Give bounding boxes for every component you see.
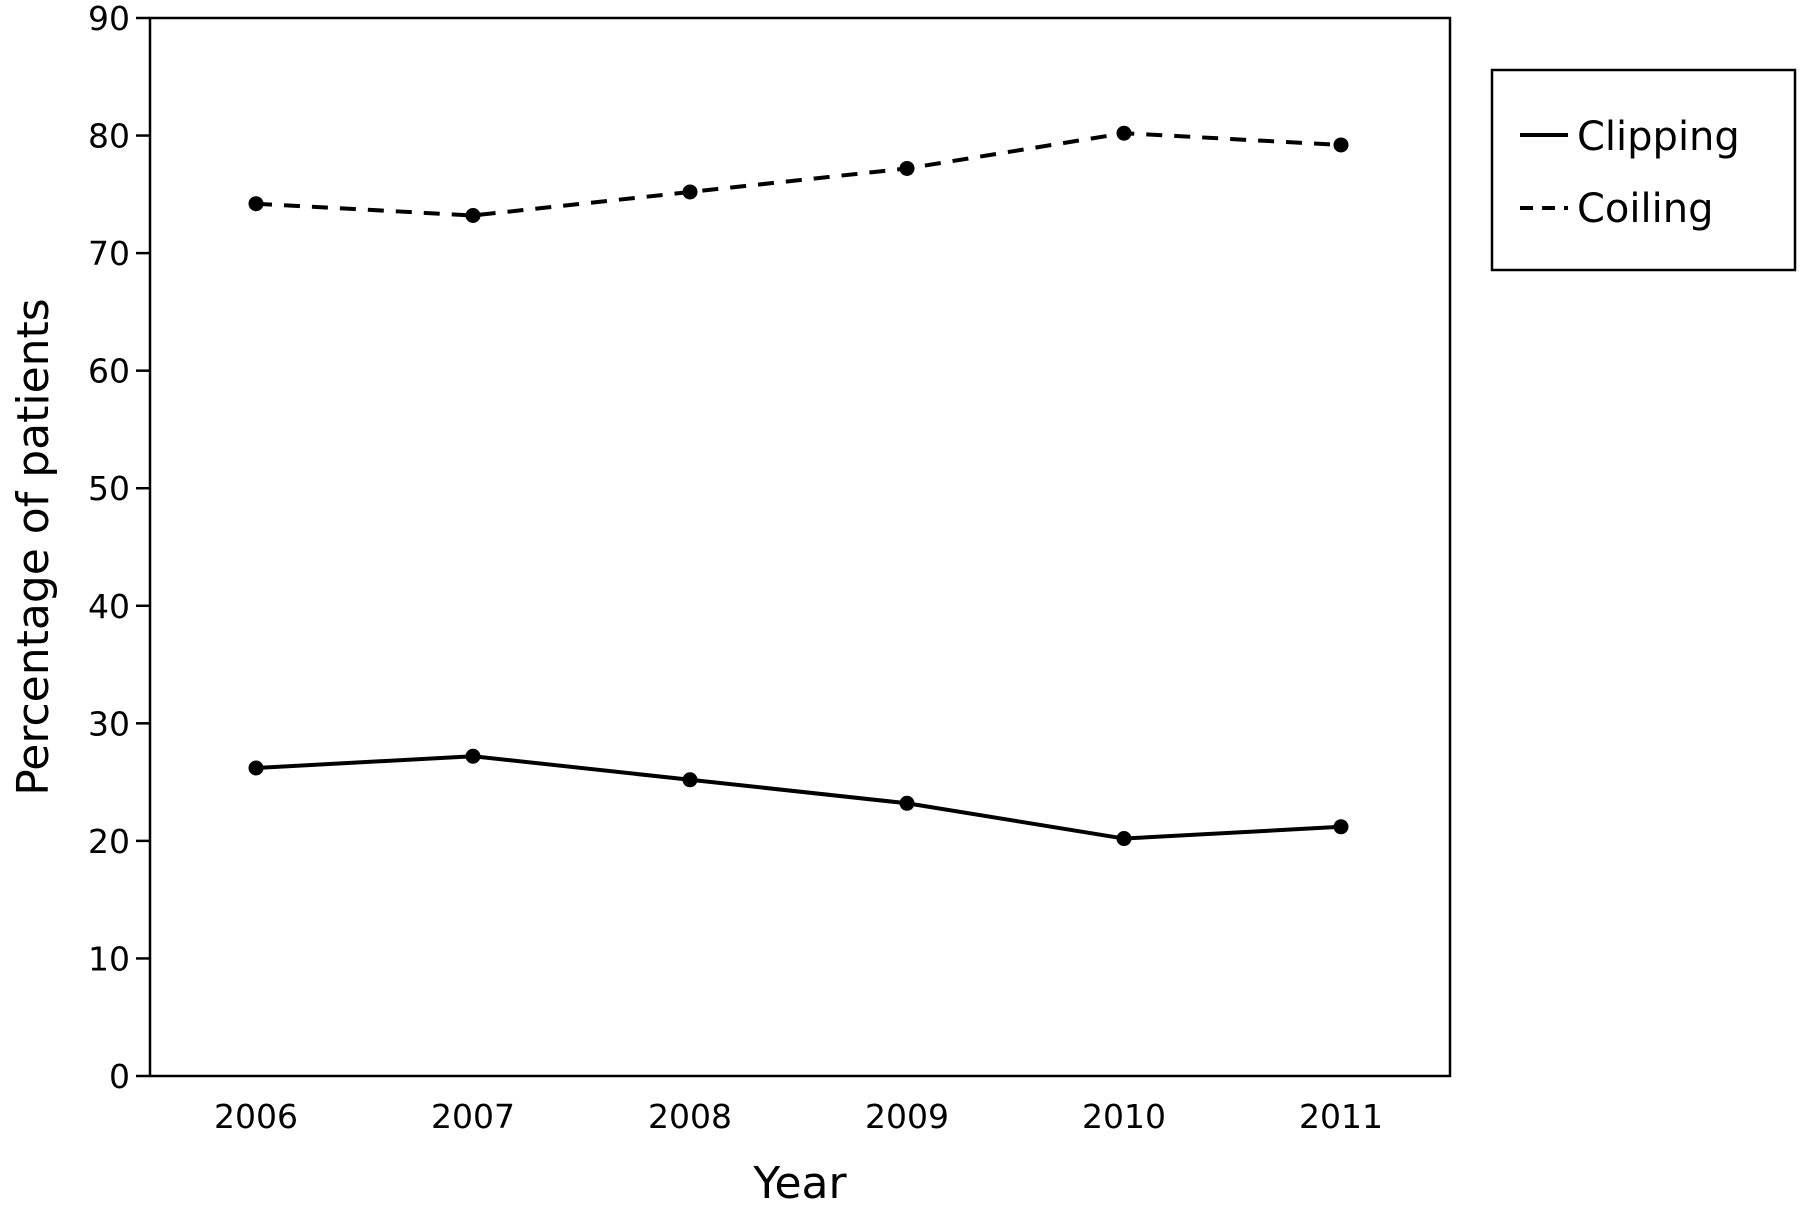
x-tick-label: 2007 <box>431 1097 515 1136</box>
x-tick-label: 2011 <box>1299 1097 1383 1136</box>
x-axis: 2006 2007 2008 2009 2010 2011 <box>214 1097 1383 1136</box>
legend: Clipping Coiling <box>1490 68 1797 272</box>
data-point-coiling <box>899 160 915 176</box>
y-tick-label: 0 <box>109 1057 130 1096</box>
plot-area-frame <box>148 16 1452 1078</box>
series-line-clipping <box>255 754 1342 841</box>
data-point-clipping <box>1116 831 1132 847</box>
data-point-coiling <box>465 207 481 223</box>
data-point-coiling <box>1333 137 1349 153</box>
series-clipping <box>248 748 1349 847</box>
data-point-coiling <box>682 184 698 200</box>
x-tick-label: 2006 <box>214 1097 298 1136</box>
y-tick-label: 50 <box>88 469 130 508</box>
legend-box <box>1490 68 1797 272</box>
x-axis-title: Year <box>752 1158 847 1207</box>
y-tick-label: 40 <box>88 587 130 626</box>
data-point-clipping <box>248 760 264 776</box>
y-tick-label: 60 <box>88 352 130 391</box>
legend-label-clipping: Clipping <box>1577 114 1740 160</box>
series-line-coiling <box>255 131 1342 218</box>
data-point-clipping <box>899 795 915 811</box>
series-coiling <box>248 125 1349 223</box>
y-tick-label: 30 <box>88 704 130 743</box>
y-tick-label: 10 <box>88 939 130 978</box>
y-tick-label: 90 <box>88 0 130 38</box>
data-point-coiling <box>1116 125 1132 141</box>
data-point-coiling <box>248 196 264 212</box>
data-point-clipping <box>465 748 481 764</box>
y-tick-label: 70 <box>88 234 130 273</box>
x-tick-label: 2010 <box>1082 1097 1166 1136</box>
legend-label-coiling: Coiling <box>1577 186 1713 232</box>
data-point-clipping <box>1333 819 1349 835</box>
y-axis-title: Percentage of patients <box>8 298 59 795</box>
series-layer <box>248 125 1349 847</box>
y-tick-label: 20 <box>88 822 130 861</box>
x-tick-label: 2009 <box>865 1097 949 1136</box>
y-tick-label: 80 <box>88 117 130 156</box>
y-axis: 0 10 20 30 40 50 60 70 80 90 <box>88 0 150 1096</box>
x-tick-label: 2008 <box>648 1097 732 1136</box>
data-point-clipping <box>682 772 698 788</box>
